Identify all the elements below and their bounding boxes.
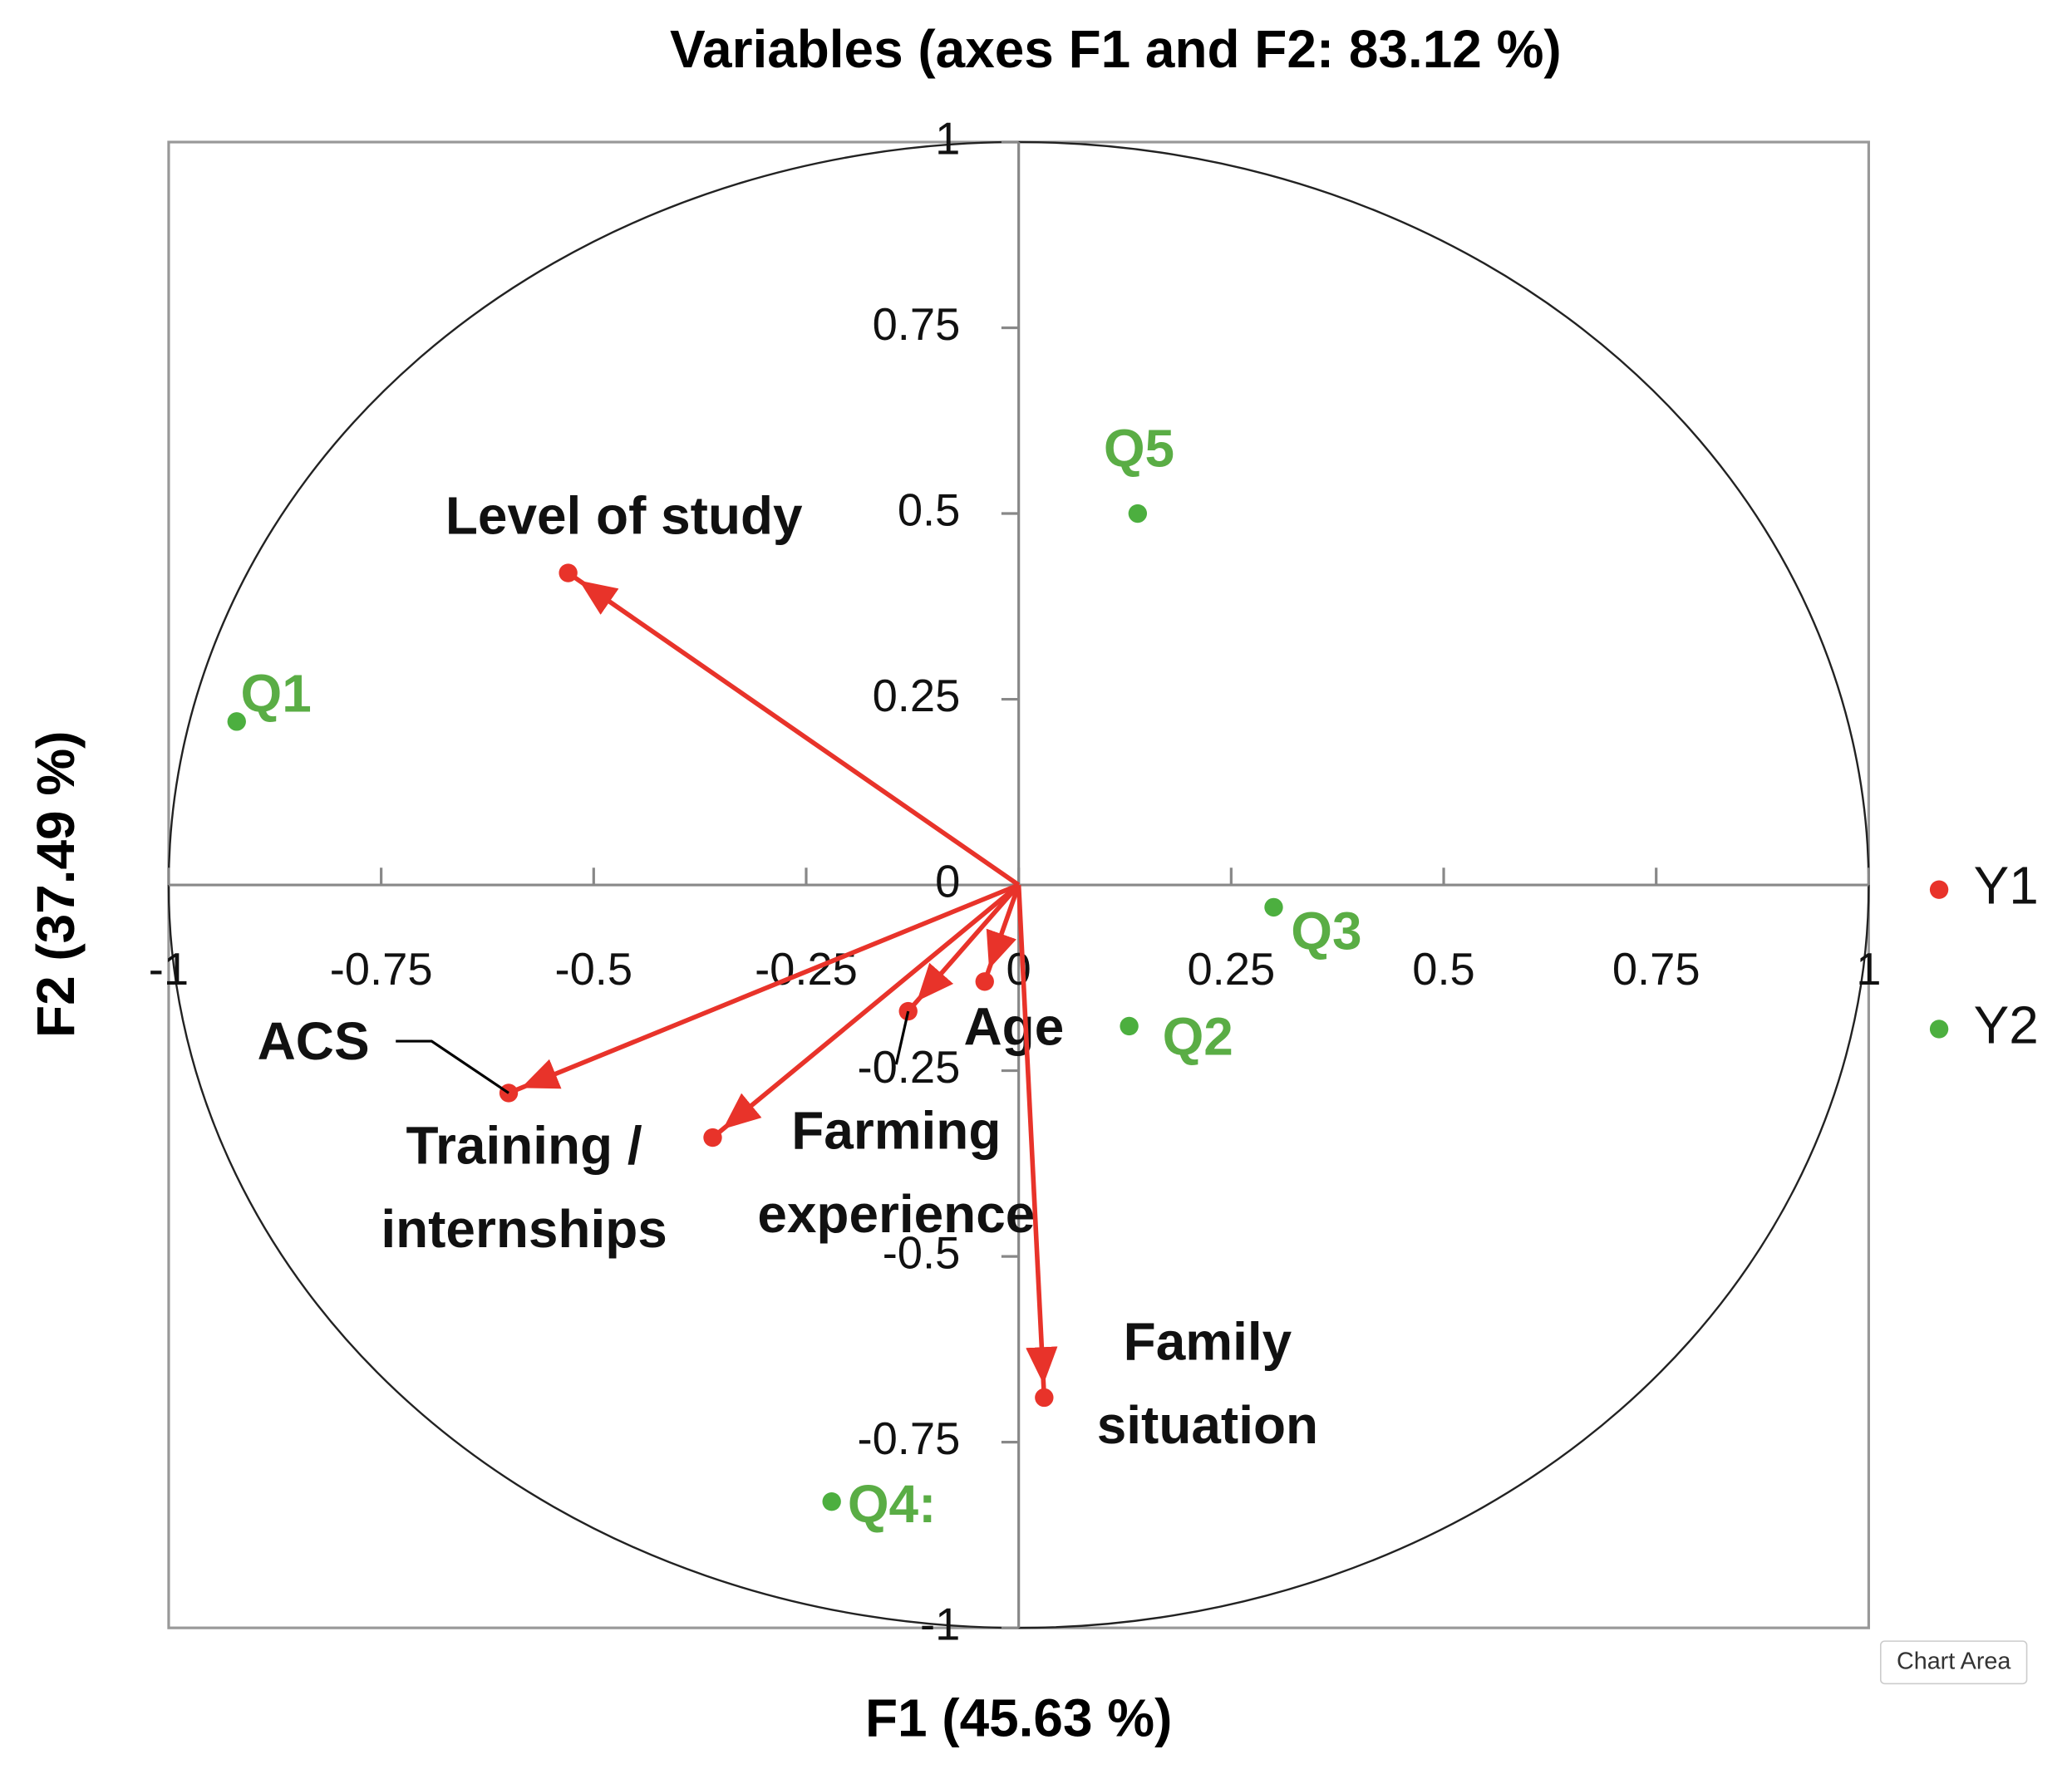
- point-label: situation: [1097, 1395, 1318, 1455]
- x-tick-label: -0.5: [554, 944, 632, 995]
- point-label: Level of study: [445, 486, 803, 546]
- legend-label: Y2: [1974, 995, 2039, 1054]
- point-label: Q1: [241, 663, 312, 723]
- point: [1264, 897, 1283, 917]
- y-tick-label: -1: [920, 1599, 960, 1650]
- chart-title: Variables (axes F1 and F2: 83.12 %): [670, 19, 1562, 79]
- tooltip-box: [1879, 1640, 2028, 1685]
- point-label: ACS: [258, 1011, 370, 1071]
- x-tick-label: 0.25: [1187, 944, 1275, 995]
- y-tick-label: -0.75: [858, 1413, 961, 1464]
- leader-line: [396, 1039, 509, 1094]
- x-tick-label: 0.5: [1412, 944, 1475, 995]
- point-label: Q5: [1104, 418, 1174, 478]
- point-label: Q3: [1291, 901, 1361, 961]
- loading-arrow: [1016, 884, 1058, 1398]
- point: [227, 712, 246, 731]
- leader-line: [894, 1010, 910, 1065]
- point-label: experience: [757, 1184, 1035, 1244]
- legend-marker: [1929, 880, 1949, 899]
- x-tick-label: 0.75: [1612, 944, 1700, 995]
- point: [559, 563, 578, 582]
- x-tick-label: -0.75: [330, 944, 433, 995]
- point: [975, 972, 994, 991]
- loading-arrow: [711, 882, 1021, 1140]
- y-tick-label: 0.25: [873, 671, 961, 721]
- point: [822, 1491, 841, 1511]
- point: [1120, 1016, 1139, 1036]
- x-tick-label: -1: [149, 944, 189, 995]
- loading-arrow: [567, 571, 1021, 887]
- x-tick-label: 1: [1856, 944, 1881, 995]
- point: [703, 1128, 722, 1147]
- y-tick-label: -0.5: [883, 1227, 961, 1278]
- point: [499, 1084, 519, 1103]
- x-axis-title: F1 (45.63 %): [865, 1688, 1172, 1747]
- legend-label: Y1: [1974, 856, 2039, 916]
- tooltip: Chart Area: [1897, 1648, 2010, 1674]
- y-tick-label: 1: [935, 113, 960, 164]
- point-label: Training /: [406, 1115, 642, 1175]
- point: [1035, 1388, 1054, 1408]
- y-tick-label: -0.25: [858, 1042, 961, 1093]
- point-label: Age: [964, 996, 1065, 1056]
- loading-arrow: [507, 882, 1020, 1095]
- loading-arrow: [982, 884, 1021, 983]
- point-label: Q4:: [848, 1474, 937, 1534]
- y-axis-title: F2 (37.49 %): [26, 731, 86, 1038]
- legend-marker: [1929, 1020, 1949, 1039]
- x-tick-label: 0: [1006, 944, 1031, 995]
- loading-arrow: [906, 883, 1021, 1013]
- y-tick-label: 0.5: [898, 484, 961, 535]
- point: [1128, 504, 1148, 523]
- point-label: Family: [1124, 1312, 1292, 1372]
- point-label: Farming: [791, 1101, 1001, 1161]
- point-label: Q2: [1163, 1006, 1233, 1066]
- y-tick-label: 0: [935, 856, 960, 907]
- y-tick-label: 0.75: [873, 299, 961, 350]
- point-label: internships: [381, 1199, 667, 1259]
